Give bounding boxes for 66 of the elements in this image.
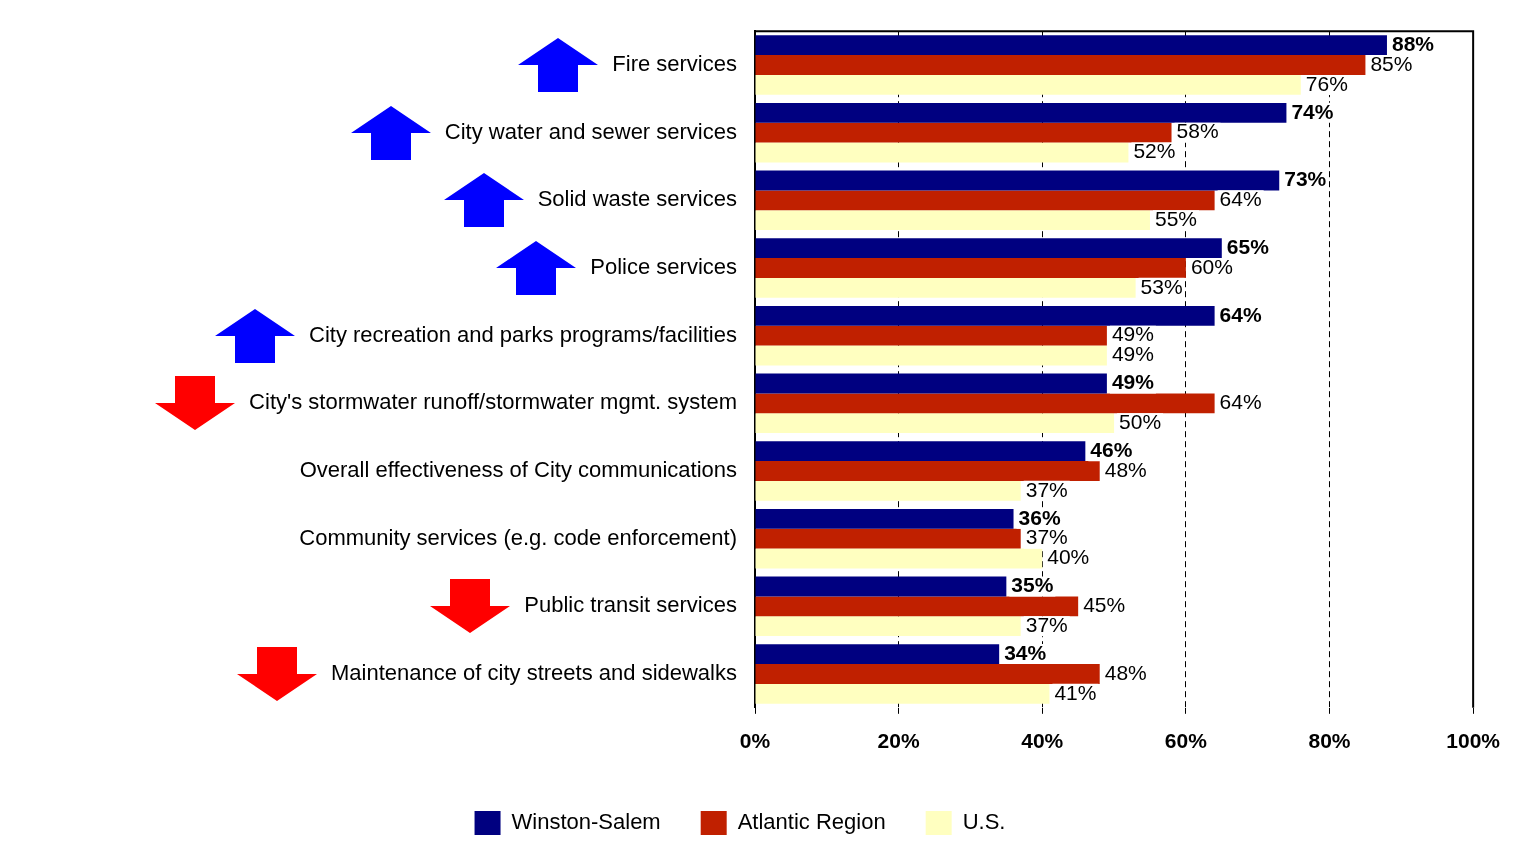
y-tick-label: Fire services (612, 51, 737, 77)
bar (755, 596, 1079, 617)
bar (755, 55, 1366, 75)
legend-label: Winston-Salem (511, 809, 661, 835)
y-tick-label: Police services (590, 254, 737, 280)
legend-label: U.S. (962, 809, 1006, 835)
bar (755, 373, 1107, 394)
x-tick-label: 100% (1446, 729, 1501, 753)
bar (755, 480, 1021, 501)
bar (755, 393, 1215, 414)
data-label: 64% (1219, 187, 1262, 211)
data-label: 37% (1025, 477, 1068, 501)
y-tick-label: City water and sewer services (444, 118, 737, 144)
data-label: 64% (1219, 390, 1262, 414)
y-tick-label: Overall effectiveness of City communications (299, 457, 737, 483)
bar (755, 664, 1100, 684)
x-tick-label: 60% (1164, 729, 1208, 753)
bar (755, 190, 1215, 211)
data-label: 48% (1104, 660, 1147, 684)
bar (755, 142, 1129, 163)
data-label: 53% (1140, 274, 1183, 298)
bar (755, 258, 1186, 278)
data-label: 50% (1119, 409, 1162, 433)
bar (755, 548, 1043, 569)
data-label: 73% (1284, 167, 1327, 191)
bar (755, 102, 1287, 123)
data-label: 49% (1111, 322, 1154, 346)
y-tick-label: Solid waste services (537, 186, 737, 212)
x-tick-label: 80% (1308, 729, 1351, 753)
bar (755, 413, 1115, 434)
bar (755, 122, 1172, 143)
bar (755, 210, 1150, 231)
bar (755, 238, 1222, 259)
x-tick-label: 20% (877, 729, 920, 753)
bar (755, 441, 1086, 462)
y-tick-label: Public transit services (524, 592, 737, 618)
data-label: 58% (1176, 119, 1219, 143)
bar (755, 644, 1000, 665)
bar (755, 74, 1301, 95)
y-tick-label: City's stormwater runoff/stormwater mgmt. system (249, 389, 737, 415)
y-tick-label: City recreation and parks programs/facilities (309, 321, 737, 347)
bar (755, 576, 1007, 597)
y-tick-label: Community services (e.g. code enforcement) (299, 524, 737, 550)
bar (755, 170, 1280, 191)
y-tick-label: Maintenance of city streets and sidewalks (331, 660, 737, 686)
bar (755, 683, 1050, 704)
bar (755, 461, 1100, 481)
data-label: 76% (1305, 71, 1348, 95)
data-label: 64% (1219, 302, 1262, 326)
data-label: 35% (1011, 573, 1054, 597)
bar (755, 35, 1387, 56)
bar (755, 305, 1215, 326)
bar (755, 345, 1107, 366)
data-label: 52% (1133, 139, 1176, 163)
data-label: 34% (1004, 640, 1047, 664)
bar (755, 325, 1107, 346)
data-label: 45% (1083, 593, 1126, 617)
data-label: 55% (1154, 206, 1198, 230)
x-tick-label: 0% (739, 729, 771, 753)
x-tick-label: 40% (1021, 729, 1064, 753)
data-label: 49% (1111, 370, 1155, 394)
bar (755, 277, 1136, 298)
legend-label: Atlantic Region (737, 809, 886, 835)
data-label: 37% (1025, 612, 1068, 636)
data-label: 41% (1054, 680, 1097, 704)
data-label: 74% (1291, 99, 1334, 123)
